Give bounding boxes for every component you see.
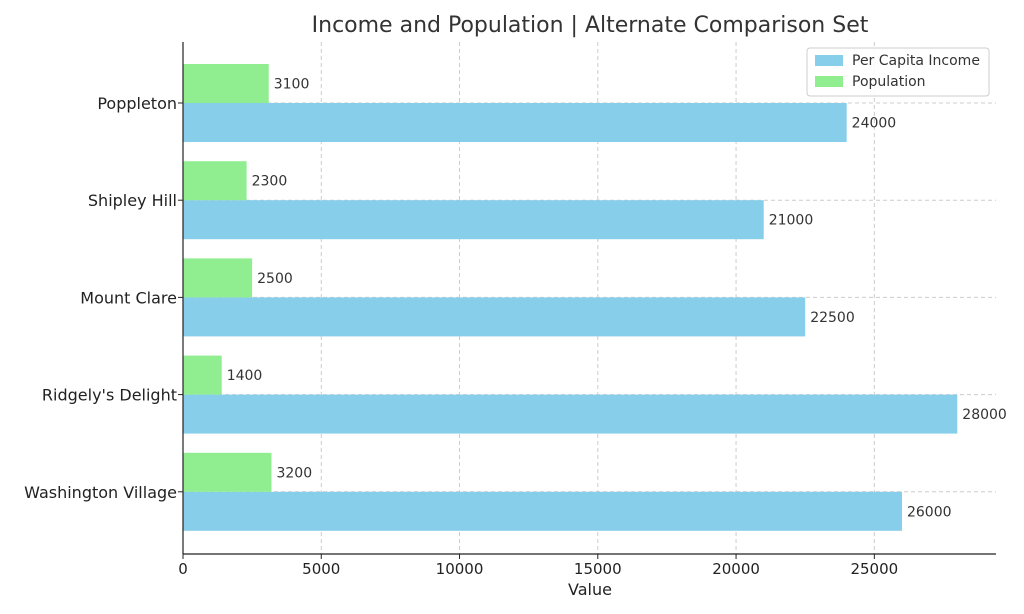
y-tick-label: Mount Clare	[80, 288, 177, 307]
legend-swatch-population	[815, 76, 843, 87]
x-tick-label: 15000	[574, 560, 622, 578]
x-axis-label: Value	[568, 580, 612, 599]
population-bar	[183, 161, 247, 201]
chart-title: Income and Population | Alternate Compar…	[312, 13, 869, 38]
x-tick-label: 10000	[436, 560, 484, 578]
legend-frame	[806, 47, 990, 97]
population-value-label: 3200	[276, 465, 312, 481]
income-value-label: 24000	[852, 116, 897, 132]
legend-label-population: Population	[852, 74, 926, 90]
population-bar	[183, 452, 272, 492]
income-bar	[183, 394, 958, 434]
income-bar	[183, 200, 764, 240]
income-value-label: 26000	[907, 504, 952, 520]
income-value-label: 22500	[810, 310, 855, 326]
population-value-label: 2500	[257, 271, 293, 287]
y-tick-label: Poppleton	[97, 94, 177, 113]
y-tick-label: Washington Village	[24, 483, 177, 502]
legend-swatch-income	[815, 55, 843, 66]
population-bar	[183, 64, 269, 103]
y-tick-label: Ridgely's Delight	[42, 386, 177, 405]
income-value-label: 21000	[769, 213, 814, 229]
population-bar	[183, 355, 222, 395]
legend-label-income: Per Capita Income	[852, 53, 980, 69]
y-tick-label: Shipley Hill	[88, 191, 177, 210]
x-tick-label: 0	[178, 560, 188, 578]
x-tick-label: 20000	[712, 560, 760, 578]
x-tick-label: 5000	[302, 560, 340, 578]
legend: Per Capita Income Population	[806, 47, 990, 97]
income-bar	[183, 103, 847, 142]
axes-layer: 0 5000 10000 15000 20000 25000 Poppleton Shiple…	[24, 42, 996, 578]
income-bar	[183, 491, 902, 531]
bars-layer: 24000 3100 21000 2300 22500 2500 28000 1400 2600…	[183, 64, 1007, 531]
population-value-label: 3100	[274, 77, 310, 93]
population-value-label: 2300	[252, 174, 288, 190]
x-tick-label: 25000	[850, 560, 898, 578]
income-bar	[183, 297, 806, 337]
population-value-label: 1400	[227, 368, 263, 384]
population-bar	[183, 258, 253, 298]
income-value-label: 28000	[962, 407, 1007, 423]
